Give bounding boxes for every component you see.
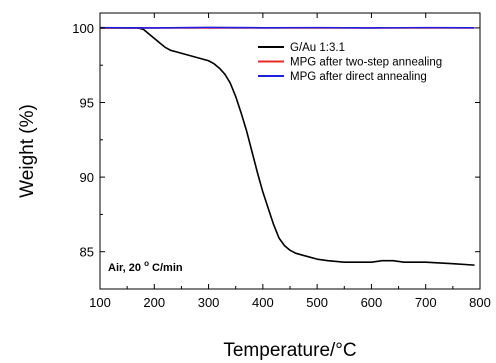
legend-label-2: MPG after two-step annealing [290,57,442,69]
plot-frame [99,12,481,290]
x-tick-label: 600 [361,295,383,310]
legend-label-1: G/Au 1:3.1 [290,42,345,54]
x-tick-label: 300 [198,295,220,310]
y-tick-label: 95 [80,96,94,111]
annotation-prefix: Air, 20 [108,262,141,274]
axis-ticks [99,13,481,290]
x-axis-title: Temperature/°C [223,340,356,361]
annotation-suffix: C/min [152,262,183,274]
legend: G/Au 1:3.1 MPG after two-step annealing MP… [258,42,442,83]
x-tick-label: 400 [252,295,274,310]
x-tick-label: 800 [469,295,491,310]
annotation-degree: o [144,259,149,268]
axis-tick-labels: 100 200 300 400 500 600 700 800 85 90 95 100 [72,21,491,310]
x-tick-label: 500 [306,295,328,310]
legend-label-3: MPG after direct annealing [290,71,427,83]
x-axis-title-text: Temperature/°C [223,340,356,361]
series-line-1 [100,27,475,266]
x-tick-label: 700 [415,295,437,310]
y-tick-label: 100 [72,21,94,36]
y-tick-label: 85 [80,245,94,260]
x-tick-label: 100 [89,295,111,310]
y-tick-label: 90 [80,170,94,185]
plot-lines [99,26,475,266]
y-axis-title: Weight (%) [17,104,38,198]
annotation-air-rate: Air, 20 o C/min [108,257,183,274]
x-tick-label: 200 [143,295,165,310]
